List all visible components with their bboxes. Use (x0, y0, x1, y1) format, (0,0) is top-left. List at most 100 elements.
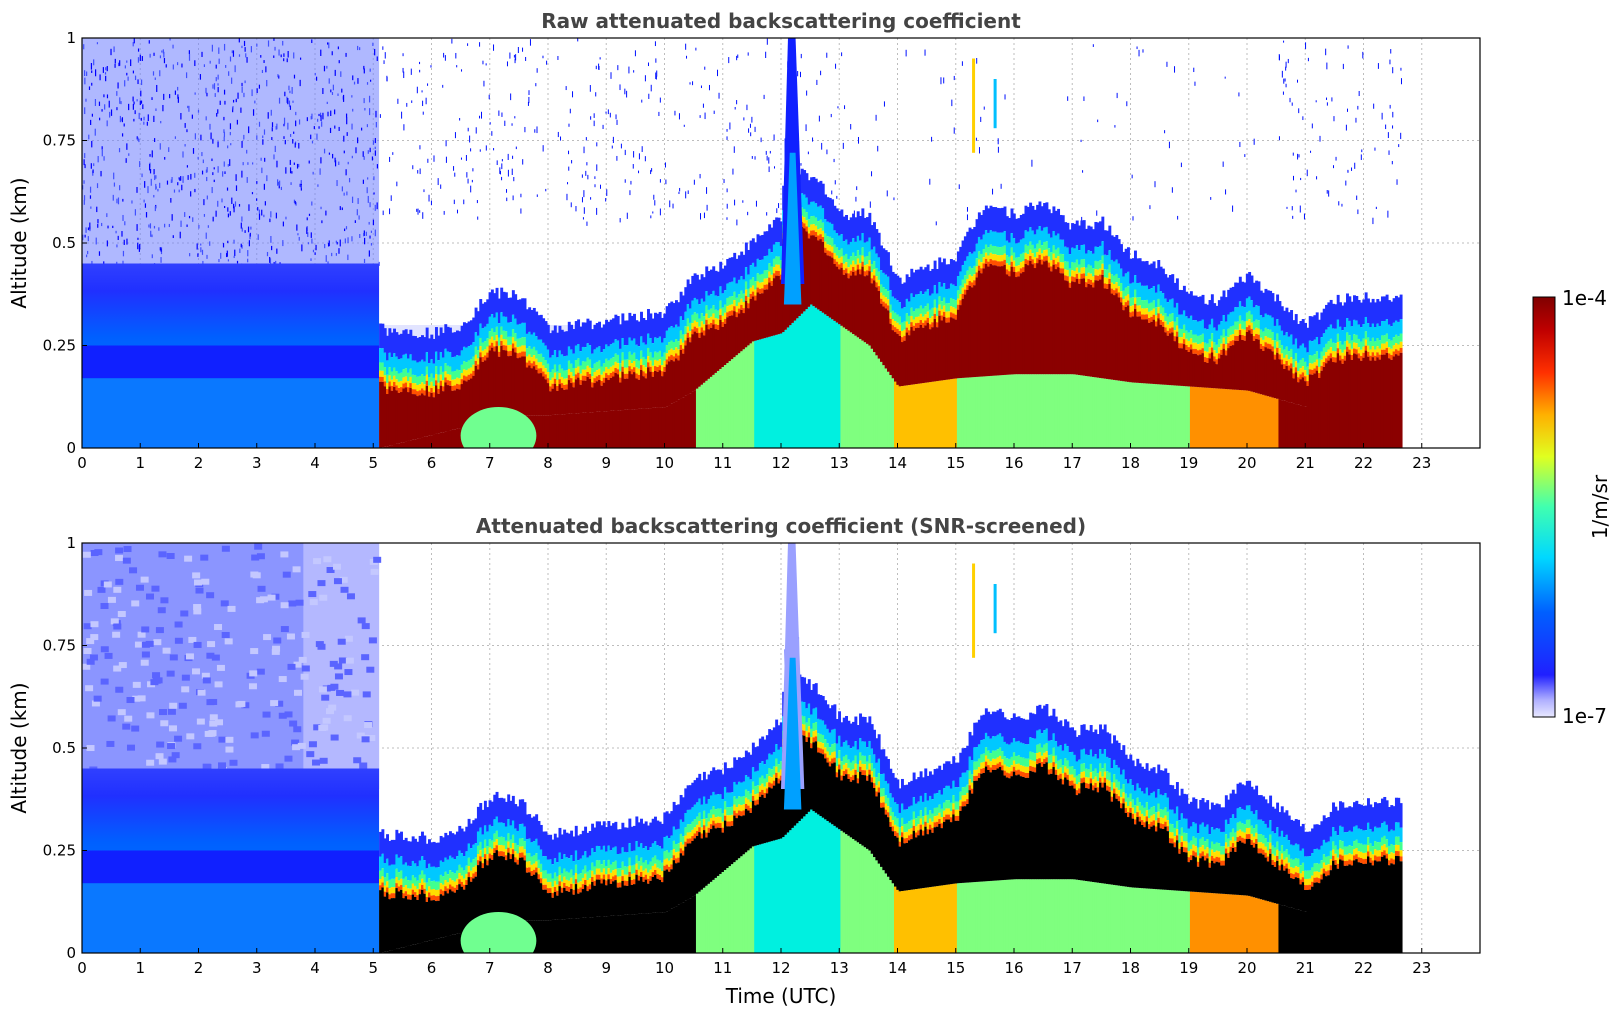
layer-edge-cell (614, 314, 618, 340)
noise-speck (1400, 78, 1402, 85)
layer-edge-cell (859, 254, 862, 264)
layer-edge-cell (1369, 326, 1373, 342)
noise-speck (261, 69, 264, 73)
layer-edge-cell (379, 376, 383, 382)
layer-core-cell (658, 370, 662, 408)
layer-edge-cell (1380, 335, 1384, 344)
noise-speck (978, 147, 980, 154)
layer-edge-cell (677, 355, 681, 361)
layer-edge-cell (404, 862, 408, 877)
layer-edge-cell (474, 360, 478, 366)
layer-edge-cell (719, 261, 723, 287)
layer-edge-cell (735, 306, 739, 313)
layer-core-cell (737, 313, 741, 354)
noise-speck (296, 163, 299, 169)
layer-edge-cell (409, 841, 413, 867)
noise-speck (224, 100, 226, 105)
noise-speck (1328, 190, 1330, 197)
layer-edge-cell (411, 389, 415, 395)
layer-core-cell (702, 335, 706, 383)
layer-edge-cell (495, 326, 499, 336)
noise-speck (114, 58, 116, 64)
layer-edge-cell (859, 216, 862, 241)
lower-layer-cell (686, 394, 690, 448)
layer-edge-cell (856, 211, 860, 236)
layer-edge-cell (1362, 346, 1366, 353)
layer-edge-cell (838, 211, 842, 236)
noise-speck (327, 111, 329, 117)
lower-layer-cell (1339, 407, 1342, 448)
noise-speck (378, 261, 380, 266)
layer-edge-cell (497, 298, 501, 324)
layer-edge-cell (469, 367, 473, 374)
layer-core-cell (754, 300, 758, 341)
noise-speck (546, 60, 548, 65)
layer-edge-cell (619, 377, 622, 383)
layer-edge-cell (381, 370, 385, 377)
layer-core-cell (414, 394, 417, 440)
noise-speck (326, 101, 328, 105)
layer-edge-cell (847, 267, 851, 274)
layer-edge-cell (1243, 307, 1247, 322)
layer-edge-cell (633, 338, 636, 353)
layer-edge-cell (814, 225, 818, 232)
noise-speck (339, 239, 341, 247)
noise-speck (293, 162, 295, 165)
layer-edge-cell (518, 323, 522, 339)
layer-edge-cell (395, 883, 399, 889)
noise-speck (278, 97, 281, 104)
layer-edge-cell (1210, 333, 1214, 342)
lower-layer-cell (770, 336, 774, 448)
panel-raw-y-ticks: 00.250.50.751 (43, 29, 87, 457)
layer-core-cell (572, 387, 576, 414)
layer-edge-cell (716, 318, 720, 325)
noise-speck (177, 182, 179, 186)
noise-speck (215, 77, 217, 82)
layer-core-cell (821, 241, 825, 313)
layer-edge-cell (935, 322, 939, 328)
lower-layer-cell (1217, 388, 1221, 448)
layer-core-cell (1173, 341, 1177, 386)
layer-edge-cell (509, 350, 513, 356)
noise-speck (295, 111, 297, 116)
layer-edge-cell (719, 315, 723, 320)
lower-layer-cell (446, 431, 450, 448)
noise-speck (101, 109, 103, 112)
layer-edge-cell (702, 301, 706, 317)
layer-edge-cell (1236, 282, 1240, 308)
low-signal-cell (359, 762, 368, 769)
layer-edge-cell (1001, 232, 1005, 247)
layer-edge-cell (1397, 336, 1401, 345)
layer-edge-cell (577, 358, 581, 367)
layer-core-cell (395, 390, 399, 444)
noise-speck (283, 123, 285, 127)
layer-core-cell (914, 328, 918, 385)
layer-edge-cell (1299, 374, 1303, 380)
noise-speck (84, 164, 86, 169)
lower-layer-cell (949, 379, 953, 448)
noise-speck (299, 183, 301, 187)
layer-core-cell (1217, 358, 1221, 389)
noise-speck (116, 261, 118, 265)
layer-edge-cell (1038, 240, 1042, 249)
layer-edge-cell (856, 264, 860, 270)
layer-edge-cell (1378, 301, 1382, 326)
layer-edge-cell (982, 263, 986, 269)
layer-edge-cell (428, 391, 431, 397)
noise-speck (650, 215, 652, 219)
panel-raw-backscatter: Raw attenuated backscattering coefficien… (7, 9, 1481, 472)
layer-edge-cell (1287, 351, 1291, 360)
noise-speck (347, 254, 349, 261)
noise-speck (773, 166, 775, 169)
layer-edge-cell (1192, 334, 1196, 343)
layer-edge-cell (451, 379, 455, 386)
layer-edge-cell (947, 288, 951, 304)
noise-speck (287, 51, 289, 58)
lower-layer-cell (791, 322, 795, 448)
layer-edge-cell (1353, 295, 1356, 320)
layer-edge-cell (1280, 353, 1284, 360)
layer-core-cell (537, 373, 541, 416)
layer-edge-cell (1185, 316, 1189, 331)
noise-speck (692, 81, 694, 86)
noise-speck (258, 121, 261, 127)
